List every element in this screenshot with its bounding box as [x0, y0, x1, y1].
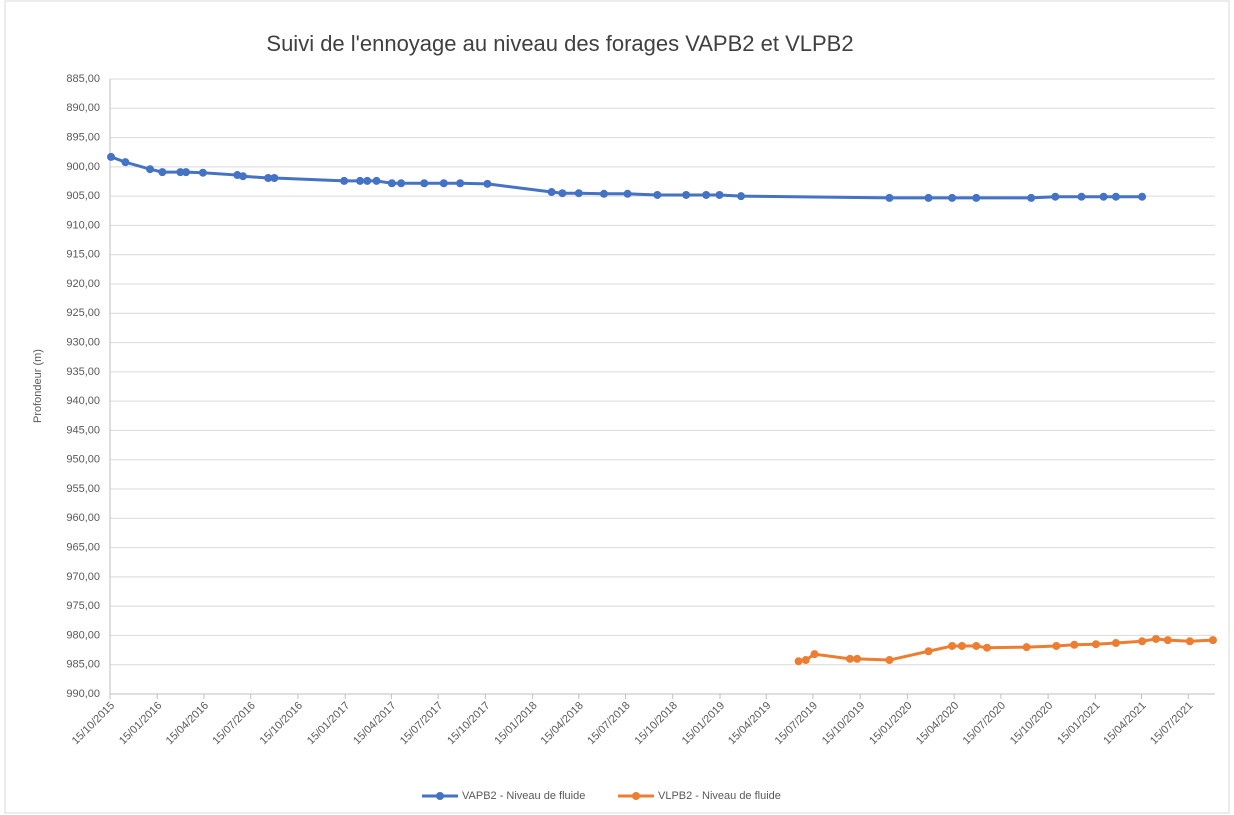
- data-point: [972, 193, 981, 202]
- data-point: [439, 179, 448, 188]
- data-point: [1151, 634, 1160, 643]
- data-point: [948, 193, 957, 202]
- data-point: [715, 190, 724, 199]
- data-point: [363, 176, 372, 185]
- data-point: [885, 193, 894, 202]
- data-point: [547, 188, 556, 197]
- data-point: [957, 641, 966, 650]
- data-point: [885, 656, 894, 665]
- y-tick-label: 905,00: [66, 190, 100, 202]
- data-point: [653, 190, 662, 199]
- data-point: [801, 656, 810, 665]
- data-point: [1052, 641, 1061, 650]
- chart-title: Suivi de l'ennoyage au niveau des forage…: [266, 31, 853, 56]
- y-tick-label: 915,00: [66, 249, 100, 261]
- data-point: [397, 179, 406, 188]
- data-point: [146, 165, 155, 174]
- data-point: [558, 189, 567, 198]
- y-tick-label: 885,00: [66, 73, 100, 85]
- data-point: [1027, 193, 1036, 202]
- data-point: [1091, 640, 1100, 649]
- data-point: [1163, 636, 1172, 645]
- data-point: [420, 179, 429, 188]
- data-point: [456, 179, 465, 188]
- data-point: [387, 179, 396, 188]
- data-point: [682, 190, 691, 199]
- y-axis-label: Profondeur (m): [32, 349, 44, 423]
- data-point: [158, 168, 167, 177]
- data-point: [1111, 639, 1120, 648]
- data-point: [121, 158, 130, 167]
- y-tick-label: 910,00: [66, 219, 100, 231]
- data-point: [1208, 636, 1217, 645]
- y-tick-label: 900,00: [66, 161, 100, 173]
- data-point: [264, 173, 273, 182]
- y-tick-label: 890,00: [66, 102, 100, 114]
- data-point: [1077, 192, 1086, 201]
- y-tick-label: 935,00: [66, 366, 100, 378]
- data-point: [737, 192, 746, 201]
- y-tick-label: 970,00: [66, 571, 100, 583]
- legend-marker: [436, 792, 444, 800]
- chart-frame: [4, 0, 1230, 814]
- y-tick-label: 950,00: [66, 454, 100, 466]
- data-point: [238, 172, 247, 181]
- data-point: [983, 643, 992, 652]
- data-point: [924, 647, 933, 656]
- data-point: [107, 152, 116, 161]
- y-tick-label: 975,00: [66, 600, 100, 612]
- legend-marker: [632, 792, 640, 800]
- data-point: [1099, 192, 1108, 201]
- data-point: [1138, 192, 1147, 201]
- data-point: [1138, 637, 1147, 646]
- y-tick-label: 920,00: [66, 278, 100, 290]
- y-tick-label: 985,00: [66, 659, 100, 671]
- data-point: [1051, 192, 1060, 201]
- y-tick-label: 895,00: [66, 131, 100, 143]
- data-point: [623, 189, 632, 198]
- y-tick-label: 965,00: [66, 541, 100, 553]
- data-point: [198, 168, 207, 177]
- y-tick-label: 960,00: [66, 512, 100, 524]
- data-point: [372, 176, 381, 185]
- data-point: [1070, 640, 1079, 649]
- data-point: [176, 168, 185, 177]
- data-point: [356, 176, 365, 185]
- data-point: [845, 654, 854, 663]
- data-point: [1022, 643, 1031, 652]
- y-tick-label: 980,00: [66, 629, 100, 641]
- y-tick-label: 990,00: [66, 688, 100, 700]
- y-tick-label: 940,00: [66, 395, 100, 407]
- data-point: [972, 641, 981, 650]
- y-tick-label: 930,00: [66, 336, 100, 348]
- data-point: [948, 641, 957, 650]
- y-tick-label: 925,00: [66, 307, 100, 319]
- data-point: [1111, 192, 1120, 201]
- data-point: [483, 179, 492, 188]
- y-tick-label: 945,00: [66, 424, 100, 436]
- data-point: [340, 176, 349, 185]
- legend-label: VLPB2 - Niveau de fluide: [658, 790, 781, 802]
- data-point: [270, 173, 279, 182]
- data-point: [702, 190, 711, 199]
- data-point: [574, 189, 583, 198]
- data-point: [1185, 637, 1194, 646]
- data-point: [810, 650, 819, 659]
- data-point: [853, 654, 862, 663]
- data-point: [924, 193, 933, 202]
- y-tick-label: 955,00: [66, 483, 100, 495]
- legend-label: VAPB2 - Niveau de fluide: [462, 790, 585, 802]
- data-point: [599, 189, 608, 198]
- data-point: [181, 168, 190, 177]
- data-point: [794, 657, 803, 666]
